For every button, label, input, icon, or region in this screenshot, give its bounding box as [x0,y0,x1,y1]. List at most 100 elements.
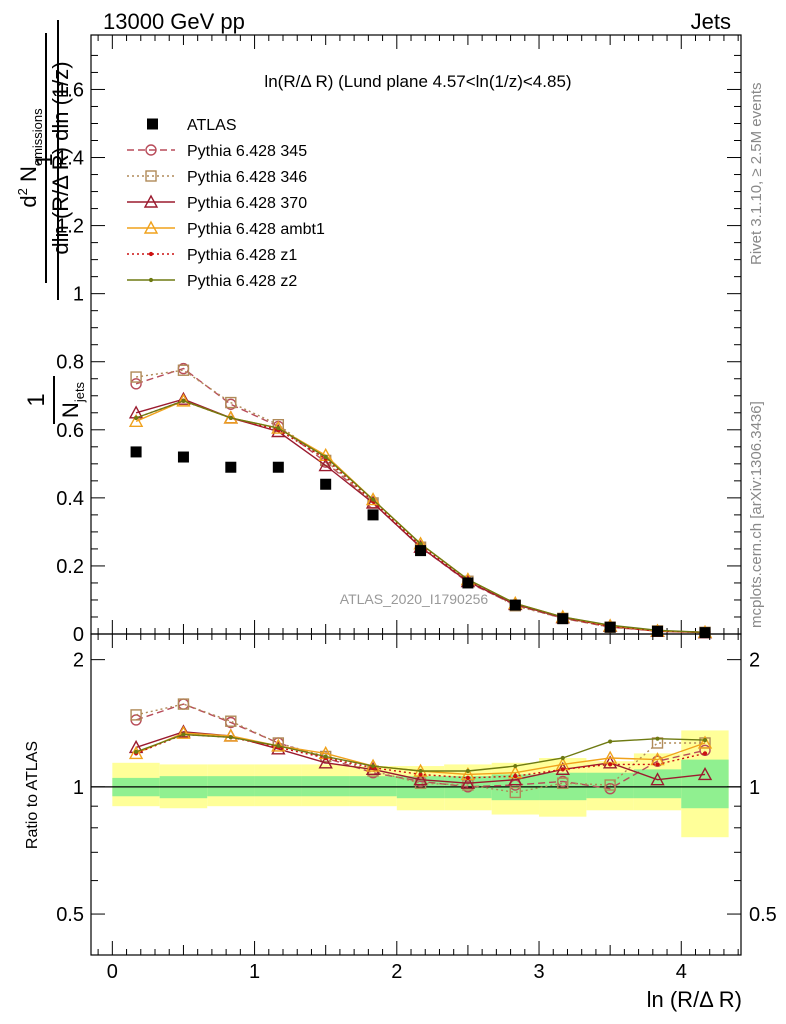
main-ylabel-njets: 1 Njets [23,376,87,424]
main-point-z2 [370,497,376,502]
legend: ATLAS Pythia 6.428 345 Pythia 6.428 346 Pyt… [127,117,325,290]
main-point-z2 [228,415,233,420]
ratio-point-p370 [318,755,333,769]
x-tick-label: 0 [107,961,118,983]
ratio-point-p346 [557,777,569,789]
y-tick-label: 0 [73,624,84,646]
ratio-y-tick-label: 1 [73,777,84,799]
ratio-point-ambt1 [697,735,713,749]
ratio-point-z2 [370,763,376,769]
main-point-ambt1 [176,393,191,407]
category-label: Jets [691,9,731,34]
ratio-point-z2 [608,739,613,744]
ratio-panel: 0 1 2 3 4 0.5 0.5 1 1 2 2 [56,633,777,983]
ratio-point-p370 [697,766,713,781]
ratio-point-p346 [177,698,190,710]
ratio-point-ambt1 [223,728,238,742]
legend-label-z1: Pythia 6.428 z1 [187,247,297,264]
ratio-point-p370 [602,755,618,769]
svg-text:1: 1 [31,153,58,166]
ratio-point-p346 [130,709,142,721]
legend-label-ambt1: Pythia 6.428 ambt1 [187,221,325,238]
ratio-point-p346 [509,786,521,799]
legend-marker-z2 [148,277,154,283]
atlas-data-point [699,627,711,639]
atlas-data-point [272,461,284,473]
ratio-y-tick-label: 2 [73,650,84,672]
ratio-point-z1 [465,775,471,780]
y-tick-label: 1.6 [56,79,84,101]
ratio-point-z1 [702,751,708,756]
ratio-line-p346 [135,703,705,794]
ratio-point-p346 [225,715,237,727]
atlas-data-point [557,613,569,625]
ratio-point-z2 [228,735,233,740]
legend-marker-z1 [148,251,154,257]
ratio-point-z2 [465,768,471,774]
ratio-point-z2 [323,754,328,759]
ratio-y-tick-label-right: 0.5 [749,904,777,926]
main-point-p345 [130,378,142,390]
legend-label-z2: Pythia 6.428 z2 [187,273,297,290]
plot-title: ln(R/Δ R) (Lund plane 4.57<ln(1/z)<4.85) [264,72,571,91]
y-tick-label: 0.6 [56,420,84,442]
y-tick-label: 1.2 [56,216,84,238]
ratio-point-z1 [560,767,565,772]
main-point-p346 [225,396,237,409]
main-point-z2 [418,541,423,546]
svg-text:1: 1 [23,393,50,406]
y-tick-label: 1.4 [56,148,84,170]
y-tick-label: 0.2 [56,556,84,578]
atlas-data-point [652,625,664,637]
legend-marker-p345 [145,144,157,156]
y-tick-label: 0.4 [56,488,84,510]
x-tick-label: 4 [676,961,687,983]
svg-text:dln (R/Δ R) dln (1/z): dln (R/Δ R) dln (1/z) [48,61,73,254]
main-point-p346 [177,364,190,376]
ratio-point-p370 [460,775,476,789]
main-point-p346 [130,371,142,383]
main-point-z2 [323,454,328,460]
ratio-line-p345 [135,703,706,790]
ratio-point-p370 [650,772,665,786]
ratio-point-z2 [276,743,281,748]
main-point-p370 [176,391,191,405]
ratio-point-z1 [418,772,423,777]
ratio-point-z2 [181,732,186,737]
legend-label-p346: Pythia 6.428 346 [187,169,307,186]
uncertainty-band-inner [301,776,350,797]
ratio-point-z2 [702,738,708,743]
legend-label-p345: Pythia 6.428 345 [187,143,307,160]
legend-label-atlas: ATLAS [187,117,237,134]
analysis-watermark: ATLAS_2020_I1790256 [340,591,489,607]
ratio-point-ambt1 [176,725,191,739]
svg-text:d2 Nemissions: d2 Nemissions [15,108,45,208]
main-point-z2 [133,415,139,420]
atlas-data-point [177,451,189,463]
x-axis-label: ln (R/Δ R) [647,987,742,1012]
atlas-data-point [367,509,379,521]
main-point-z2 [181,398,186,403]
legend-marker-atlas [147,118,158,130]
ratio-frame [90,633,742,956]
legend-marker-p370 [143,194,159,208]
ratio-point-z1 [608,762,613,767]
ratio-point-z2 [655,736,660,741]
main-ylabel: 1 [31,20,59,300]
ratio-point-z2 [133,749,139,754]
main-point-p370 [318,458,333,472]
atlas-data-point [130,446,142,458]
x-tick-label: 2 [391,961,402,983]
x-tick-label: 1 [249,961,260,983]
ratio-y-tick-label-right: 1 [749,777,760,799]
ratio-point-z1 [513,774,518,779]
ratio-point-p346 [604,779,616,791]
ratio-point-p370 [508,772,523,786]
x-tick-label: 3 [533,961,544,983]
svg-text:Njets: Njets [58,381,87,418]
ratio-point-z2 [513,763,518,769]
atlas-data-point [320,478,332,490]
atlas-data-point [225,461,237,473]
legend-marker-ambt1 [143,220,159,234]
y-tick-label: 1 [73,284,84,306]
